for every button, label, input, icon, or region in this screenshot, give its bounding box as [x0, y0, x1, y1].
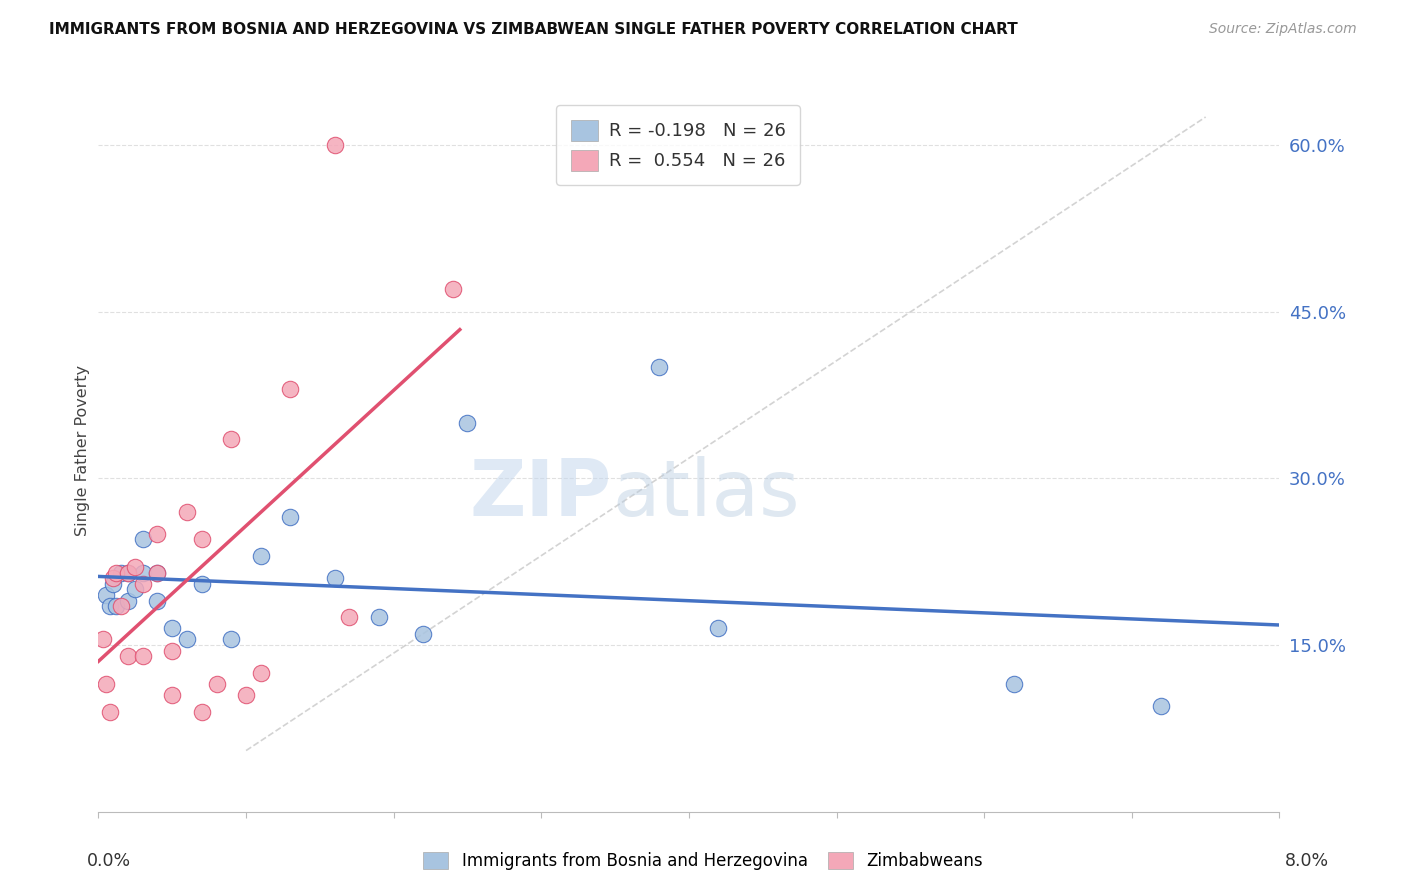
- Point: [146, 593, 169, 607]
- Point: [221, 433, 243, 447]
- Point: [457, 416, 479, 430]
- Point: [1002, 677, 1025, 691]
- Point: [176, 632, 198, 647]
- Text: IMMIGRANTS FROM BOSNIA AND HERZEGOVINA VS ZIMBABWEAN SINGLE FATHER POVERTY CORRE: IMMIGRANTS FROM BOSNIA AND HERZEGOVINA V…: [49, 22, 1018, 37]
- Point: [707, 621, 730, 635]
- Point: [132, 533, 155, 547]
- Point: [162, 688, 183, 702]
- Point: [162, 621, 183, 635]
- Point: [339, 610, 361, 624]
- Point: [98, 599, 121, 613]
- Point: [205, 677, 228, 691]
- Point: [648, 360, 671, 375]
- Legend: R = -0.198   N = 26, R =  0.554   N = 26: R = -0.198 N = 26, R = 0.554 N = 26: [557, 105, 800, 185]
- Text: atlas: atlas: [612, 456, 800, 532]
- Point: [146, 526, 169, 541]
- Point: [146, 566, 169, 580]
- Point: [235, 688, 257, 702]
- Point: [110, 599, 132, 613]
- Point: [103, 577, 125, 591]
- Point: [280, 510, 302, 524]
- Point: [117, 649, 139, 664]
- Text: ZIP: ZIP: [470, 456, 612, 532]
- Point: [368, 610, 391, 624]
- Y-axis label: Single Father Poverty: Single Father Poverty: [75, 365, 90, 536]
- Point: [105, 599, 128, 613]
- Point: [105, 566, 128, 580]
- Text: 8.0%: 8.0%: [1285, 852, 1329, 870]
- Point: [323, 571, 346, 585]
- Point: [124, 560, 146, 574]
- Point: [412, 627, 434, 641]
- Text: Source: ZipAtlas.com: Source: ZipAtlas.com: [1209, 22, 1357, 37]
- Point: [191, 533, 214, 547]
- Point: [117, 566, 139, 580]
- Point: [191, 705, 214, 719]
- Point: [221, 632, 243, 647]
- Point: [132, 566, 155, 580]
- Point: [280, 382, 302, 396]
- Point: [117, 566, 139, 580]
- Point: [132, 577, 155, 591]
- Point: [103, 571, 125, 585]
- Point: [124, 582, 146, 597]
- Point: [117, 593, 139, 607]
- Point: [91, 632, 114, 647]
- Point: [250, 549, 273, 563]
- Point: [146, 566, 169, 580]
- Point: [191, 577, 214, 591]
- Point: [250, 665, 273, 680]
- Point: [1150, 699, 1173, 714]
- Point: [441, 282, 464, 296]
- Point: [94, 677, 117, 691]
- Point: [162, 643, 183, 657]
- Point: [94, 588, 117, 602]
- Point: [323, 137, 346, 152]
- Point: [132, 649, 155, 664]
- Text: 0.0%: 0.0%: [87, 852, 131, 870]
- Point: [110, 566, 132, 580]
- Point: [176, 505, 198, 519]
- Legend: Immigrants from Bosnia and Herzegovina, Zimbabweans: Immigrants from Bosnia and Herzegovina, …: [416, 845, 990, 877]
- Point: [98, 705, 121, 719]
